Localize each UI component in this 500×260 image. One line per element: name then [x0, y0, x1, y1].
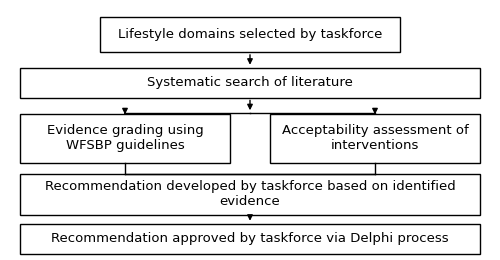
Text: Evidence grading using
WFSBP guidelines: Evidence grading using WFSBP guidelines	[46, 125, 203, 152]
Text: Recommendation developed by taskforce based on identified
evidence: Recommendation developed by taskforce ba…	[44, 180, 456, 208]
FancyBboxPatch shape	[270, 114, 480, 162]
FancyBboxPatch shape	[20, 174, 480, 214]
FancyBboxPatch shape	[100, 17, 400, 52]
Text: Acceptability assessment of
interventions: Acceptability assessment of intervention…	[282, 125, 469, 152]
Text: Recommendation approved by taskforce via Delphi process: Recommendation approved by taskforce via…	[51, 232, 449, 245]
FancyBboxPatch shape	[20, 114, 230, 162]
Text: Systematic search of literature: Systematic search of literature	[147, 76, 353, 89]
FancyBboxPatch shape	[20, 224, 480, 254]
FancyBboxPatch shape	[20, 68, 480, 98]
Text: Lifestyle domains selected by taskforce: Lifestyle domains selected by taskforce	[118, 28, 382, 41]
